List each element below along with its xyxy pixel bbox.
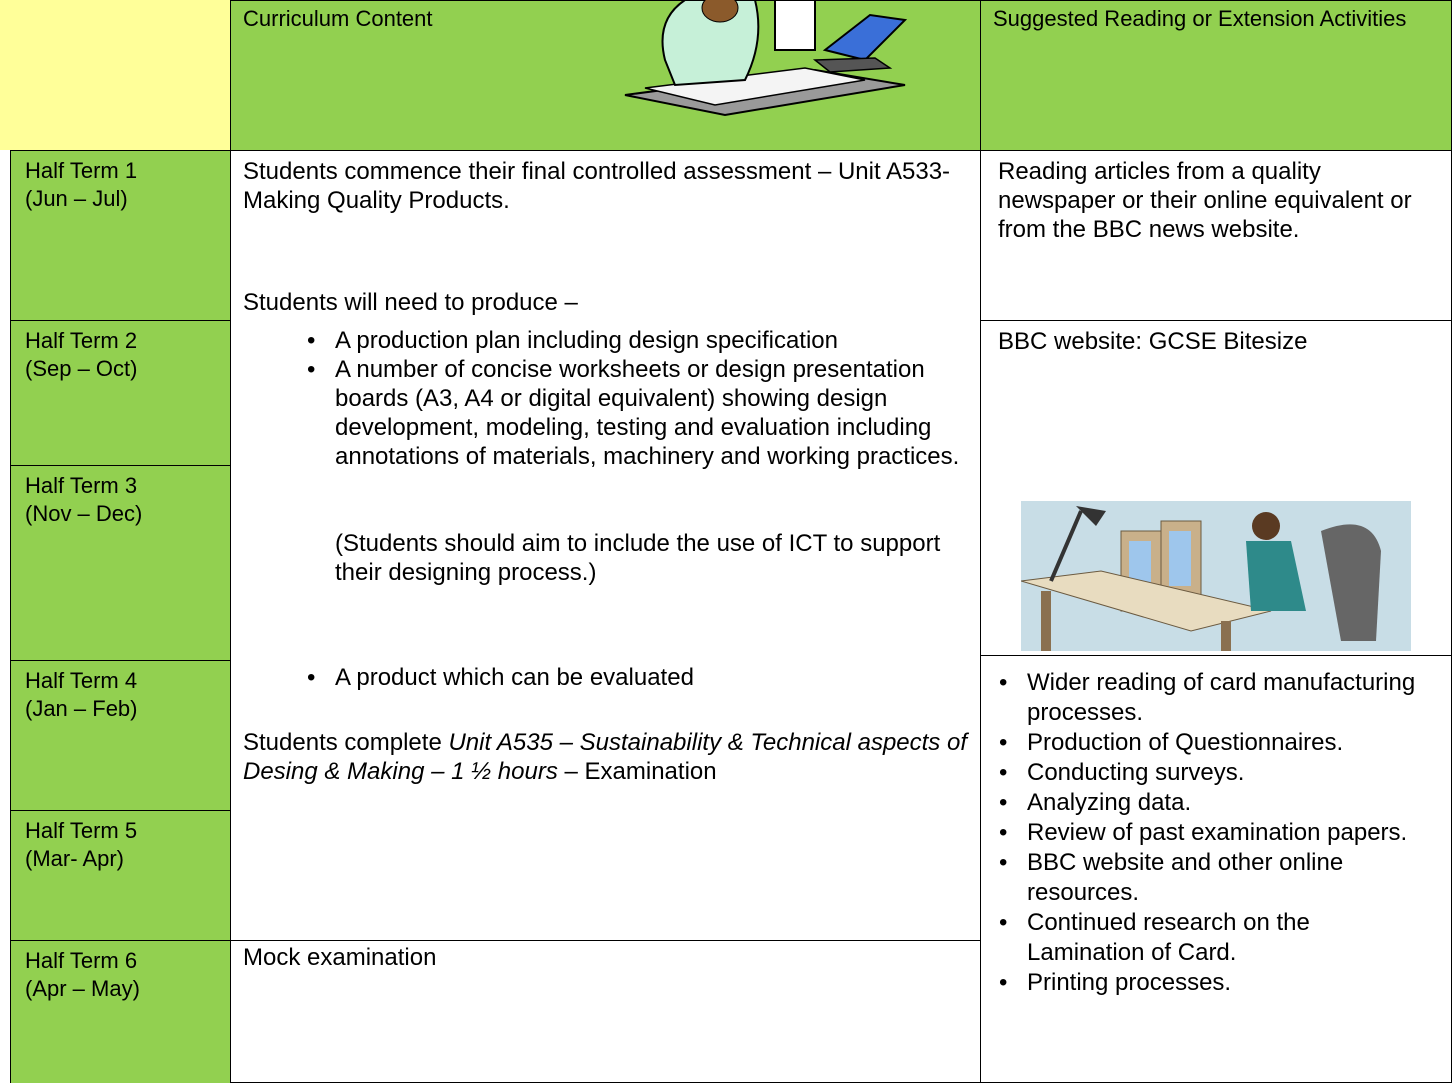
activity: Printing processes. — [993, 968, 1433, 998]
exam-prefix: Students complete — [243, 729, 442, 756]
term-name: Half Term 4 — [25, 668, 138, 693]
header-reading: Suggested Reading or Extension Activitie… — [980, 0, 1452, 151]
activities-cell: Wider reading of card manufacturing proc… — [980, 655, 1452, 1083]
header-text: Suggested Reading or Extension Activitie… — [993, 6, 1407, 31]
bullet: A number of concise worksheets or design… — [301, 355, 966, 471]
activity: Continued research on the Lamination of … — [993, 908, 1433, 968]
clipart-designer — [624, 0, 908, 117]
mock-cell: Mock examination — [230, 940, 981, 1083]
exam: Students complete Unit A535 – Sustainabi… — [243, 728, 973, 786]
term-months: (Jan – Feb) — [25, 696, 138, 721]
term-name: Half Term 5 — [25, 818, 138, 843]
intro: Students commence their final controlled… — [243, 158, 951, 214]
term-cell: Half Term 1 (Jun – Jul) — [10, 150, 231, 321]
term-cell: Half Term 5 (Mar- Apr) — [10, 810, 231, 941]
activity: BBC website and other online resources. — [993, 848, 1433, 908]
bullet: A production plan including design speci… — [301, 326, 966, 355]
exam-suffix: – Examination — [564, 758, 717, 785]
term-name: Half Term 6 — [25, 948, 138, 973]
term-name: Half Term 3 — [25, 473, 138, 498]
needs-list: A production plan including design speci… — [301, 326, 966, 471]
bullet: A product which can be evaluated — [301, 663, 966, 692]
needs: Students will need to produce – — [243, 289, 578, 316]
term-cell: Half Term 6 (Apr – May) — [10, 940, 231, 1083]
curriculum-cell: Students commence their final controlled… — [230, 150, 981, 941]
note: (Students should aim to include the use … — [335, 530, 941, 586]
term-cell: Half Term 3 (Nov – Dec) — [10, 465, 231, 661]
term-months: (Jun – Jul) — [25, 186, 128, 211]
term-months: (Mar- Apr) — [25, 846, 124, 871]
corner — [0, 0, 230, 150]
bbc: BBC website: GCSE Bitesize — [998, 328, 1308, 355]
reading: Reading articles from a quality newspape… — [998, 158, 1412, 243]
last-list: A product which can be evaluated — [301, 663, 966, 692]
activity: Wider reading of card manufacturing proc… — [993, 668, 1433, 728]
term-cell: Half Term 2 (Sep – Oct) — [10, 320, 231, 466]
activity: Review of past examination papers. — [993, 818, 1433, 848]
term-name: Half Term 2 — [25, 328, 138, 353]
term-name: Half Term 1 — [25, 158, 138, 183]
term-cell: Half Term 4 (Jan – Feb) — [10, 660, 231, 811]
clipart-computer — [1021, 501, 1411, 651]
activity: Conducting surveys. — [993, 758, 1433, 788]
exam-unit: Unit A535 – Sustainability & Technical a… — [243, 729, 967, 785]
term-months: (Nov – Dec) — [25, 501, 143, 526]
activities-list: Wider reading of card manufacturing proc… — [993, 668, 1433, 998]
term-months: (Apr – May) — [25, 976, 140, 1001]
header-text: Curriculum Content — [243, 6, 433, 31]
term-months: (Sep – Oct) — [25, 356, 138, 381]
bbc-cell: BBC website: GCSE Bitesize — [980, 320, 1452, 656]
activity: Production of Questionnaires. — [993, 728, 1433, 758]
reading-cell: Reading articles from a quality newspape… — [980, 150, 1452, 321]
activity: Analyzing data. — [993, 788, 1433, 818]
mock: Mock examination — [243, 944, 437, 971]
